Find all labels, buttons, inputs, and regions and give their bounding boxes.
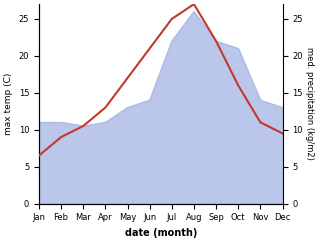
Y-axis label: med. precipitation (kg/m2): med. precipitation (kg/m2) — [305, 47, 314, 160]
X-axis label: date (month): date (month) — [125, 228, 197, 238]
Y-axis label: max temp (C): max temp (C) — [4, 73, 13, 135]
